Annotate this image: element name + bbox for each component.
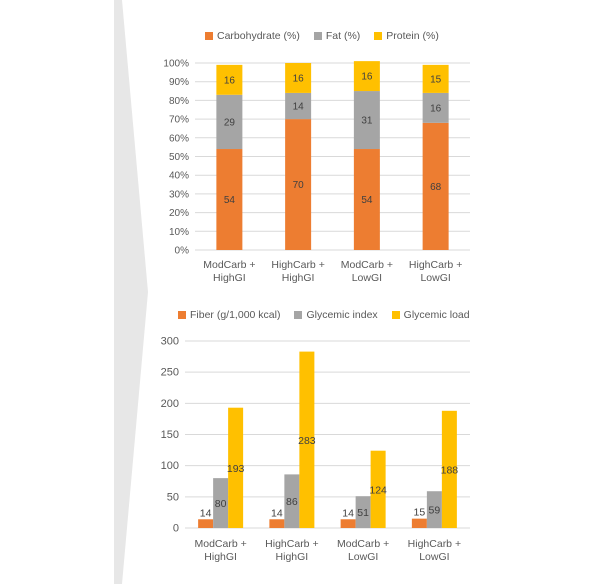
data-label: 80 — [215, 498, 227, 510]
data-label: 14 — [200, 507, 212, 519]
data-label: 14 — [293, 102, 305, 113]
legend-item: Fat (%) — [313, 30, 361, 42]
legend-swatch — [374, 32, 383, 40]
data-label: 16 — [361, 72, 373, 83]
y-tick-label: 100% — [163, 59, 189, 70]
legend-swatch — [294, 311, 303, 319]
bar-segment — [353, 91, 380, 150]
data-label: 29 — [224, 117, 236, 128]
legend-item: Protein (%) — [374, 30, 439, 42]
legend-swatch — [391, 311, 400, 319]
data-label: 54 — [224, 195, 236, 206]
legend-label: Protein (%) — [386, 30, 439, 42]
category-label: ModCarb + LowGI — [337, 538, 389, 563]
y-tick-label: 60% — [169, 133, 189, 144]
legend-label: Carbohydrate (%) — [217, 30, 300, 42]
data-label: 59 — [429, 505, 441, 517]
bar-segment — [216, 64, 243, 95]
bar-segment — [422, 64, 449, 93]
bar — [198, 519, 214, 528]
bar — [426, 491, 442, 528]
bar-segment — [216, 149, 243, 250]
category-label: HighCarb + LowGI — [409, 259, 462, 284]
legend-label: Glycemic load — [403, 309, 470, 321]
category-label: ModCarb + LowGI — [341, 259, 393, 284]
legend-item: Carbohydrate (%) — [205, 30, 300, 42]
legend-swatch — [205, 32, 213, 40]
data-label: 193 — [227, 463, 245, 475]
y-tick-label: 0% — [175, 246, 190, 257]
data-label: 31 — [361, 116, 373, 127]
y-tick-label: 30% — [169, 189, 189, 200]
category-label: HighCarb + LowGI — [408, 538, 461, 563]
legend-label: Fat (%) — [325, 30, 361, 42]
data-label: 70 — [293, 180, 305, 191]
y-tick-label: 10% — [169, 227, 189, 238]
bar — [228, 407, 244, 528]
bar — [269, 519, 285, 528]
bar — [299, 351, 315, 528]
y-tick-label: 50 — [167, 491, 179, 503]
data-label: 54 — [361, 195, 373, 206]
y-tick-label: 50% — [169, 152, 189, 163]
y-tick-label: 0 — [173, 523, 179, 535]
bar — [411, 518, 427, 528]
data-label: 86 — [286, 496, 298, 508]
category-label: ModCarb + HighGI — [203, 259, 255, 284]
bar-segment — [422, 122, 449, 250]
legend-swatch — [313, 32, 322, 40]
y-tick-label: 80% — [169, 96, 189, 107]
y-tick-label: 150 — [161, 429, 179, 441]
y-tick-label: 250 — [161, 367, 179, 379]
legend-swatch — [178, 311, 186, 319]
data-label: 51 — [357, 507, 369, 519]
data-label: 283 — [298, 435, 316, 447]
legend-label: Fiber (g/1,000 kcal) — [190, 309, 281, 321]
side-arrow-shape — [114, 0, 148, 584]
y-tick-label: 40% — [169, 171, 189, 182]
category-label: ModCarb + HighGI — [195, 538, 247, 563]
bar — [284, 474, 300, 528]
data-label: 68 — [430, 182, 442, 193]
category-label: HighCarb + HighGI — [271, 259, 324, 284]
legend-label: Glycemic index — [306, 309, 378, 321]
bar — [340, 519, 356, 528]
data-label: 16 — [430, 103, 442, 114]
data-label: 16 — [293, 73, 305, 84]
macronutrient-stacked-bar-chart: 0% 10% 20% 30% 40% 50% 60% 70% 80% 90% 100% 54 29 16 M… — [163, 59, 470, 284]
data-label: 14 — [271, 507, 283, 519]
bar — [213, 478, 229, 528]
bar-segment — [353, 61, 380, 92]
data-label: 124 — [369, 484, 387, 496]
bar-segment — [285, 63, 312, 93]
data-label: 15 — [430, 74, 442, 85]
legend-item: Fiber (g/1,000 kcal) — [178, 309, 280, 321]
legend-item: Glycemic index — [294, 309, 378, 321]
bar-segment — [285, 119, 312, 250]
chart2-legend: Fiber (g/1,000 kcal) Glycemic index Glyc… — [178, 309, 470, 321]
y-tick-label: 100 — [161, 460, 179, 472]
bar — [441, 410, 457, 528]
bar-segment — [216, 94, 243, 150]
bar — [355, 496, 371, 528]
bar-segment — [353, 149, 380, 250]
data-label: 16 — [224, 75, 236, 86]
y-tick-label: 20% — [169, 208, 189, 219]
bar-segment — [422, 92, 449, 123]
y-tick-label: 70% — [169, 115, 189, 126]
data-label: 14 — [342, 507, 354, 519]
data-label: 188 — [441, 464, 459, 476]
y-tick-label: 90% — [169, 77, 189, 88]
data-label: 15 — [414, 507, 426, 519]
y-tick-label: 200 — [161, 398, 179, 410]
chart1-legend: Carbohydrate (%) Fat (%) Protein (%) — [205, 30, 439, 42]
bar-segment — [285, 92, 312, 120]
category-label: HighCarb + HighGI — [265, 538, 318, 563]
y-tick-label: 300 — [161, 336, 179, 348]
bar — [370, 450, 386, 528]
legend-item: Glycemic load — [391, 309, 470, 321]
